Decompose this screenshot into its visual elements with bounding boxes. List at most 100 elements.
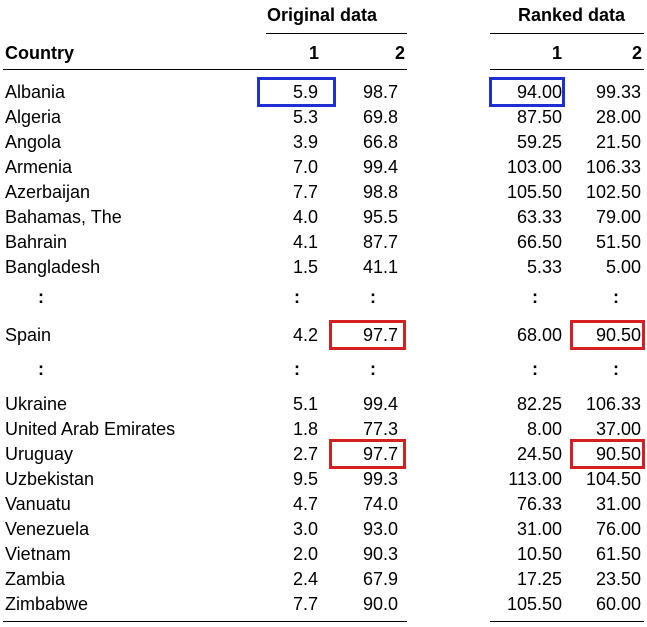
value-cell-o2: 99.4 (362, 157, 398, 177)
country-cell: Zimbabwe (5, 594, 89, 614)
value-cell-r1: 8.00 (526, 419, 562, 439)
highlight-box (570, 439, 645, 469)
value-cell-r1: 59.25 (516, 132, 562, 152)
value-cell-o1: 1.8 (292, 419, 318, 439)
value-cell-o1: 7.0 (292, 157, 318, 177)
highlight-box (489, 77, 565, 107)
value-cell-r1: 113.00 (508, 469, 562, 489)
highlight-box (257, 77, 336, 107)
country-cell: Armenia (5, 157, 73, 177)
value-cell-o2: 97.7 (362, 444, 398, 464)
footer-rule-right (490, 621, 644, 622)
value-cell-r1: 68.00 (516, 325, 562, 345)
value-cell-o1: 7.7 (292, 594, 318, 614)
value-cell-r2: 37.00 (595, 419, 641, 439)
value-cell-r1: 66.50 (516, 232, 562, 252)
value-cell-o1: 3.0 (292, 519, 318, 539)
value-cell-o2: 99.3 (362, 469, 398, 489)
value-cell-r1: 17.25 (516, 569, 562, 589)
value-cell-r1: 94.00 (516, 82, 562, 102)
value-cell-o2: 90.0 (362, 594, 398, 614)
highlight-box (329, 320, 406, 350)
value-cell-o1: 2.7 (292, 444, 318, 464)
ranked-group-rule (490, 33, 644, 34)
value-cell-r2: 102.50 (585, 182, 641, 202)
value-cell-r1: 105.50 (506, 594, 562, 614)
value-cell-o2: 98.7 (362, 82, 398, 102)
value-cell-o1: 2.4 (292, 569, 318, 589)
country-cell: United Arab Emirates (5, 419, 176, 439)
country-cell: Zambia (5, 569, 66, 589)
column-header-ranked-2: 2 (631, 43, 642, 63)
value-cell-o1: 5.3 (292, 107, 318, 127)
ellipsis-country: : (38, 359, 44, 379)
value-cell-o2: 93.0 (362, 519, 398, 539)
country-cell: Bahamas, The (5, 207, 122, 227)
header-rule-left (3, 69, 407, 70)
value-cell-o2: 97.7 (362, 325, 398, 345)
value-cell-r1: 105.50 (506, 182, 562, 202)
ellipsis-o2: : (370, 359, 376, 379)
country-cell: Bangladesh (5, 257, 101, 277)
value-cell-r2: 21.50 (595, 132, 641, 152)
value-cell-o1: 9.5 (292, 469, 318, 489)
country-cell: Uzbekistan (5, 469, 95, 489)
value-cell-r1: 87.50 (516, 107, 562, 127)
highlight-box (329, 439, 406, 469)
value-cell-r1: 76.33 (516, 494, 562, 514)
value-cell-r2: 61.50 (595, 544, 641, 564)
value-cell-r2: 23.50 (595, 569, 641, 589)
country-cell: Vietnam (5, 544, 71, 564)
value-cell-o2: 74.0 (362, 494, 398, 514)
value-cell-o2: 98.8 (362, 182, 398, 202)
value-cell-r1: 10.50 (516, 544, 562, 564)
ellipsis-r2: : (613, 359, 619, 379)
value-cell-o2: 41.1 (362, 257, 398, 277)
country-cell: Vanuatu (5, 494, 71, 514)
value-cell-o1: 5.1 (292, 394, 318, 414)
country-cell: Angola (5, 132, 62, 152)
ellipsis-r1: : (532, 287, 538, 307)
column-header-original-1: 1 (308, 43, 319, 63)
value-cell-r2: 104.50 (585, 469, 641, 489)
value-cell-r2: 76.00 (595, 519, 641, 539)
value-cell-o1: 7.7 (292, 182, 318, 202)
value-cell-r2: 99.33 (595, 82, 641, 102)
country-cell: Albania (5, 82, 66, 102)
value-cell-o1: 4.2 (292, 325, 318, 345)
country-cell: Uruguay (5, 444, 74, 464)
value-cell-o2: 67.9 (362, 569, 398, 589)
group-header-ranked: Ranked data (518, 5, 626, 25)
value-cell-o1: 4.0 (292, 207, 318, 227)
ellipsis-r2: : (613, 287, 619, 307)
value-cell-o2: 95.5 (362, 207, 398, 227)
value-cell-o1: 4.1 (292, 232, 318, 252)
value-cell-o2: 90.3 (362, 544, 398, 564)
highlight-box (570, 320, 645, 350)
value-cell-r1: 24.50 (516, 444, 562, 464)
value-cell-r1: 103.00 (506, 157, 562, 177)
country-cell: Spain (5, 325, 52, 345)
value-cell-r2: 5.00 (605, 257, 641, 277)
value-cell-o1: 3.9 (292, 132, 318, 152)
country-cell: Azerbaijan (5, 182, 91, 202)
ellipsis-o2: : (370, 287, 376, 307)
column-header-ranked-1: 1 (551, 43, 562, 63)
value-cell-o1: 1.5 (292, 257, 318, 277)
value-cell-o2: 87.7 (362, 232, 398, 252)
value-cell-r2: 60.00 (595, 594, 641, 614)
value-cell-r1: 5.33 (526, 257, 562, 277)
value-cell-r2: 31.00 (595, 494, 641, 514)
value-cell-r1: 82.25 (516, 394, 562, 414)
original-group-rule (266, 33, 407, 34)
value-cell-r2: 90.50 (595, 325, 641, 345)
country-cell: Bahrain (5, 232, 68, 252)
value-cell-r2: 90.50 (595, 444, 641, 464)
footer-rule-left (3, 621, 407, 622)
value-cell-o2: 66.8 (362, 132, 398, 152)
value-cell-r2: 79.00 (595, 207, 641, 227)
value-cell-o1: 2.0 (292, 544, 318, 564)
column-header-country: Country (5, 43, 74, 63)
country-cell: Algeria (5, 107, 62, 127)
value-cell-r1: 63.33 (516, 207, 562, 227)
